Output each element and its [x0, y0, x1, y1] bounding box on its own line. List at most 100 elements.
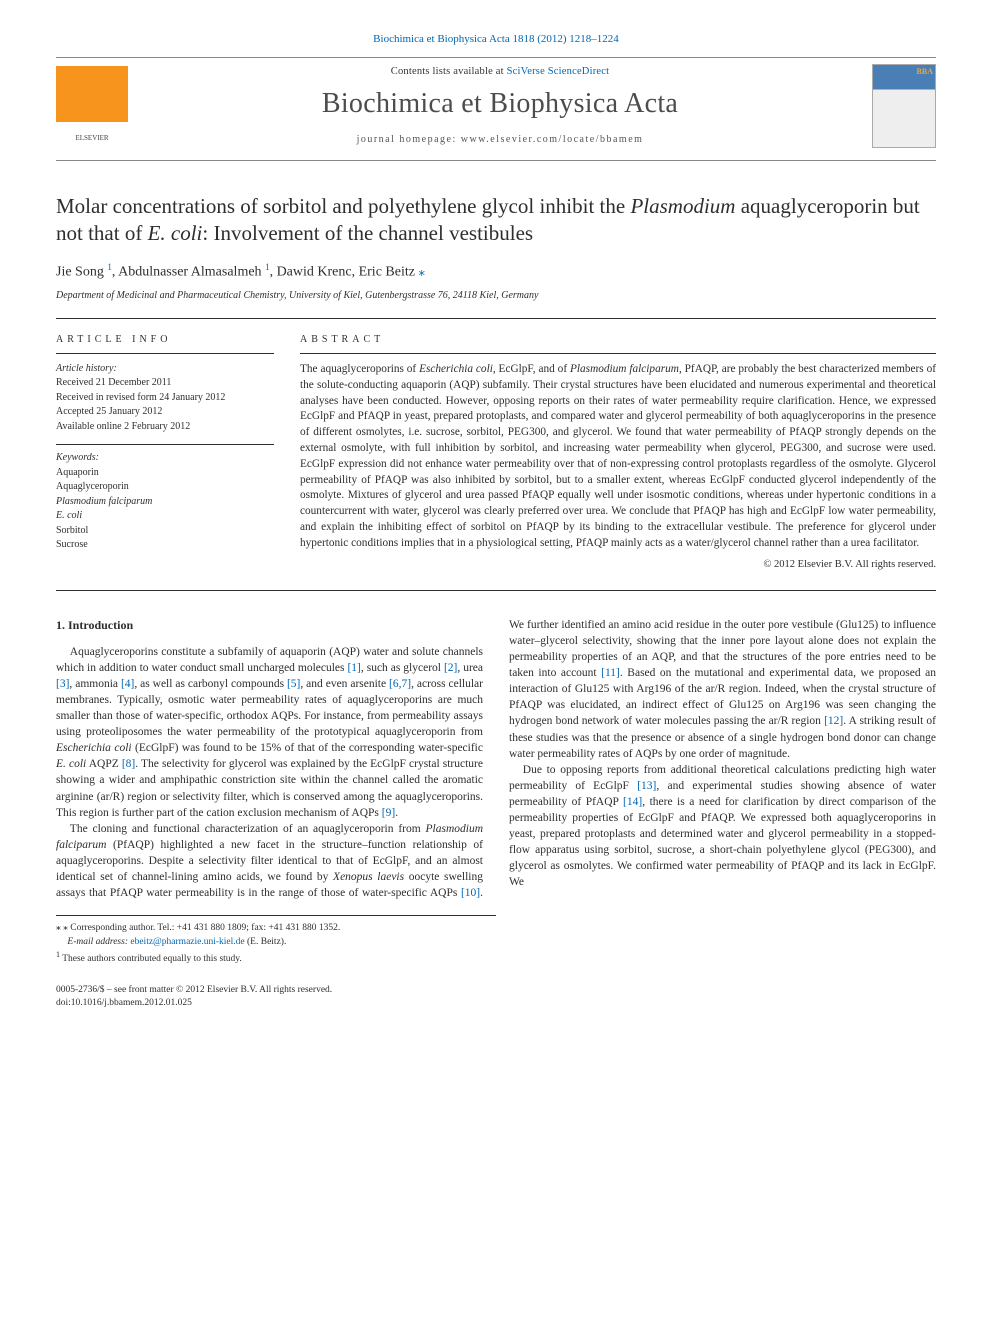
title-ital-plasmodium: Plasmodium	[630, 194, 735, 218]
revised-date: Received in revised form 24 January 2012	[56, 391, 274, 406]
homepage-line: journal homepage: www.elsevier.com/locat…	[128, 133, 872, 147]
history-label: Article history:	[56, 362, 274, 377]
issue-citation-link[interactable]: Biochimica et Biophysica Acta 1818 (2012…	[56, 32, 936, 47]
equal-contrib-footnote: 1 These authors contributed equally to t…	[56, 949, 496, 966]
sciencedirect-link[interactable]: SciVerse ScienceDirect	[507, 66, 610, 77]
keyword-4: E. coli	[56, 509, 274, 524]
title-part-3: : Involvement of the channel vestibules	[202, 221, 533, 245]
article-info-column: ARTICLE INFO Article history: Received 2…	[56, 333, 274, 571]
received-date: Received 21 December 2011	[56, 376, 274, 391]
keyword-5: Sorbitol	[56, 524, 274, 539]
article-title: Molar concentrations of sorbitol and pol…	[56, 193, 936, 248]
author-3: Dawid Krenc	[277, 265, 352, 280]
abstract-column: ABSTRACT The aquaglyceroporins of Escher…	[300, 333, 936, 571]
abstract-rule	[300, 353, 936, 354]
email-person: (E. Beitz).	[245, 937, 287, 947]
info-rule	[56, 353, 274, 354]
p1-c: , urea	[457, 662, 483, 674]
abs-a: The aquaglyceroporins of	[300, 363, 419, 375]
keyword-6: Sucrose	[56, 538, 274, 553]
title-part-1: Molar concentrations of sorbitol and pol…	[56, 194, 630, 218]
abs-ital-pf: Plasmodium falciparum	[570, 363, 679, 375]
intro-p1: Aquaglyceroporins constitute a subfamily…	[56, 644, 483, 821]
ref-14[interactable]: [14]	[623, 796, 642, 808]
p1-ital-ec: Escherichia coli	[56, 742, 132, 754]
intro-p3: Due to opposing reports from additional …	[509, 762, 936, 891]
contents-prefix: Contents lists available at	[391, 66, 507, 77]
p1-ital-ec2: E. coli	[56, 758, 86, 770]
abstract-text: The aquaglyceroporins of Escherichia col…	[300, 362, 936, 552]
keyword-1: Aquaporin	[56, 466, 274, 481]
abs-b: , EcGlpF, and of	[493, 363, 570, 375]
p1-b: , such as glycerol	[361, 662, 444, 674]
abstract-heading: ABSTRACT	[300, 333, 936, 347]
abstract-copyright: © 2012 Elsevier B.V. All rights reserved…	[300, 558, 936, 572]
journal-header: ELSEVIER Contents lists available at Sci…	[56, 57, 936, 161]
article-history: Article history: Received 21 December 20…	[56, 362, 274, 553]
footnotes-block: ⁎ ⁎ Corresponding author. Tel.: +41 431 …	[56, 915, 496, 966]
author-4: Eric Beitz	[359, 265, 415, 280]
abs-c: , PfAQP, are probably the best character…	[300, 363, 936, 549]
authors-block: Jie Song 1, Abdulnasser Almasalmeh 1, Da…	[56, 261, 936, 283]
front-matter-line: 0005-2736/$ – see front matter © 2012 El…	[56, 984, 936, 997]
rule-above-info	[56, 318, 936, 319]
p1-i: AQPZ	[86, 758, 122, 770]
ref-1[interactable]: [1]	[347, 662, 360, 674]
p1-f: , and even arsenite	[300, 678, 389, 690]
equal-contrib-text: These authors contributed equally to thi…	[62, 954, 242, 964]
corresponding-email-link[interactable]: ebeitz@pharmazie.uni-kiel.de	[130, 937, 244, 947]
publisher-footer: 0005-2736/$ – see front matter © 2012 El…	[56, 984, 936, 1010]
author-1: Jie Song	[56, 265, 104, 280]
ref-67[interactable]: [6,7]	[389, 678, 411, 690]
contents-line: Contents lists available at SciVerse Sci…	[128, 65, 872, 79]
corresponding-star[interactable]: ⁎	[418, 264, 425, 279]
author-2: Abdulnasser Almasalmeh	[118, 265, 261, 280]
ref-9[interactable]: [9]	[382, 807, 395, 819]
keywords-label: Keywords:	[56, 451, 274, 466]
keywords-rule	[56, 444, 274, 445]
ref-5[interactable]: [5]	[287, 678, 300, 690]
accepted-date: Accepted 25 January 2012	[56, 405, 274, 420]
affiliation: Department of Medicinal and Pharmaceutic…	[56, 289, 936, 303]
rule-below-abstract	[56, 590, 936, 591]
footnote-sup-1: 1	[56, 950, 60, 959]
header-center: Contents lists available at SciVerse Sci…	[128, 65, 872, 146]
body-columns: 1. Introduction Aquaglyceroporins consti…	[56, 617, 936, 901]
p1-d: , ammonia	[69, 678, 121, 690]
title-ital-ecoli: E. coli	[148, 221, 203, 245]
ref-13[interactable]: [13]	[637, 780, 656, 792]
article-info-heading: ARTICLE INFO	[56, 333, 274, 347]
corr-text: ⁎ Corresponding author. Tel.: +41 431 88…	[63, 923, 340, 933]
keyword-3: Plasmodium falciparum	[56, 495, 274, 510]
journal-cover-thumb: BBA	[872, 64, 936, 148]
intro-heading: 1. Introduction	[56, 617, 483, 634]
journal-name: Biochimica et Biophysica Acta	[128, 85, 872, 123]
author-sup-2[interactable]: 1	[265, 262, 270, 272]
footnote-star-icon: ⁎	[56, 923, 61, 933]
p1-e: , as well as carbonyl compounds	[134, 678, 287, 690]
p2-ital-xen: Xenopus laevis	[333, 871, 404, 883]
p2-a: The cloning and functional characterizat…	[70, 823, 426, 835]
p3-c: , there is a need for clarification by d…	[509, 796, 936, 888]
homepage-prefix: journal homepage:	[357, 134, 461, 145]
email-footnote: E-mail address: ebeitz@pharmazie.uni-kie…	[56, 936, 496, 949]
p1-h: (EcGlpF) was found to be 15% of that of …	[132, 742, 483, 754]
keyword-2: Aquaglyceroporin	[56, 480, 274, 495]
ref-2[interactable]: [2]	[444, 662, 457, 674]
email-label: E-mail address:	[67, 937, 128, 947]
doi-line[interactable]: doi:10.1016/j.bbamem.2012.01.025	[56, 997, 936, 1010]
abs-ital-ec: Escherichia coli	[419, 363, 493, 375]
author-sup-1[interactable]: 1	[107, 262, 112, 272]
ref-8[interactable]: [8]	[122, 758, 135, 770]
p1-k: .	[395, 807, 398, 819]
ref-11[interactable]: [11]	[601, 667, 620, 679]
homepage-url[interactable]: www.elsevier.com/locate/bbamem	[461, 134, 644, 145]
ref-4[interactable]: [4]	[121, 678, 134, 690]
ref-3[interactable]: [3]	[56, 678, 69, 690]
ref-12[interactable]: [12]	[824, 715, 843, 727]
publisher-logo: ELSEVIER	[56, 66, 128, 146]
online-date: Available online 2 February 2012	[56, 420, 274, 435]
info-abstract-row: ARTICLE INFO Article history: Received 2…	[56, 333, 936, 571]
ref-10[interactable]: [10]	[461, 887, 480, 899]
corresponding-author-footnote: ⁎ ⁎ Corresponding author. Tel.: +41 431 …	[56, 922, 496, 935]
